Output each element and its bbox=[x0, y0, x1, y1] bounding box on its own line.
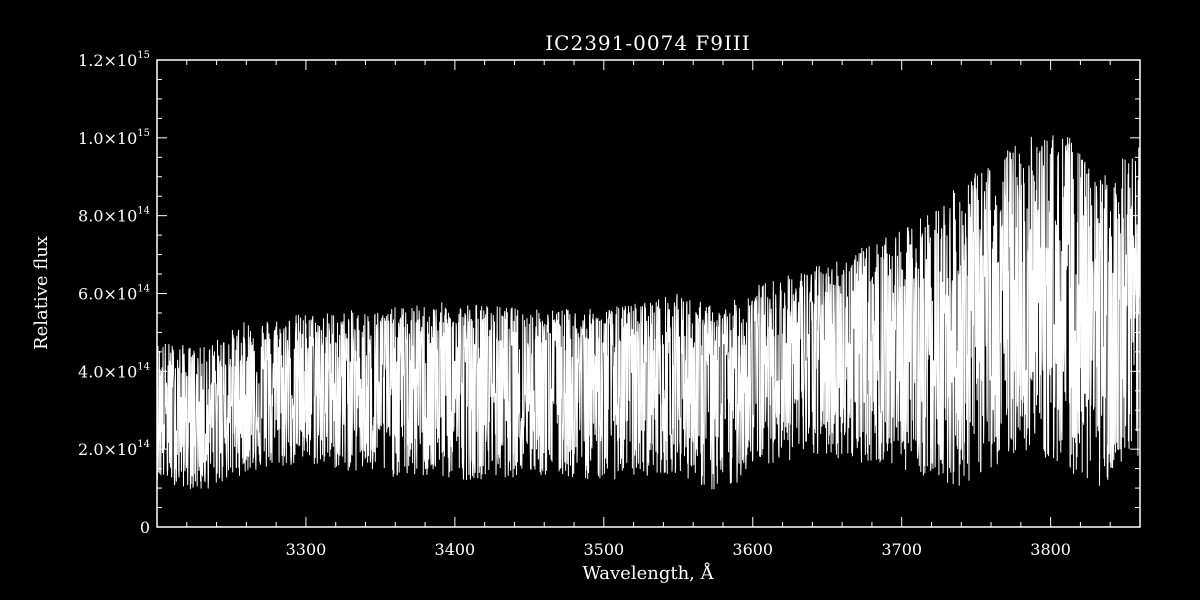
x-tick-label: 3800 bbox=[1030, 540, 1071, 559]
y-tick-label: 8.0×1014 bbox=[78, 206, 150, 226]
x-tick-label: 3400 bbox=[435, 540, 476, 559]
spectrum-line bbox=[156, 135, 1141, 490]
x-tick-label: 3700 bbox=[881, 540, 922, 559]
y-tick-label: 1.0×1015 bbox=[78, 128, 150, 148]
y-tick-label: 6.0×1014 bbox=[78, 284, 150, 304]
axis-ticks: 3300 3400 3500 3600 3700 3800 0 2.0×1014 4.0×101… bbox=[78, 50, 1141, 559]
x-axis-label: Wavelength, Å bbox=[582, 562, 714, 584]
chart-title: IC2391-0074 F9III bbox=[545, 31, 750, 55]
y-tick-label: 2.0×1014 bbox=[78, 439, 150, 459]
y-tick-label: 0 bbox=[140, 518, 150, 537]
x-tick-label: 3500 bbox=[583, 540, 624, 559]
y-axis-label: Relative flux bbox=[31, 236, 52, 350]
y-tick-label: 4.0×1014 bbox=[78, 361, 150, 381]
y-tick-label: 1.2×1015 bbox=[78, 50, 150, 70]
plot-area bbox=[156, 135, 1141, 490]
x-tick-label: 3600 bbox=[732, 540, 773, 559]
x-tick-label: 3300 bbox=[286, 540, 327, 559]
